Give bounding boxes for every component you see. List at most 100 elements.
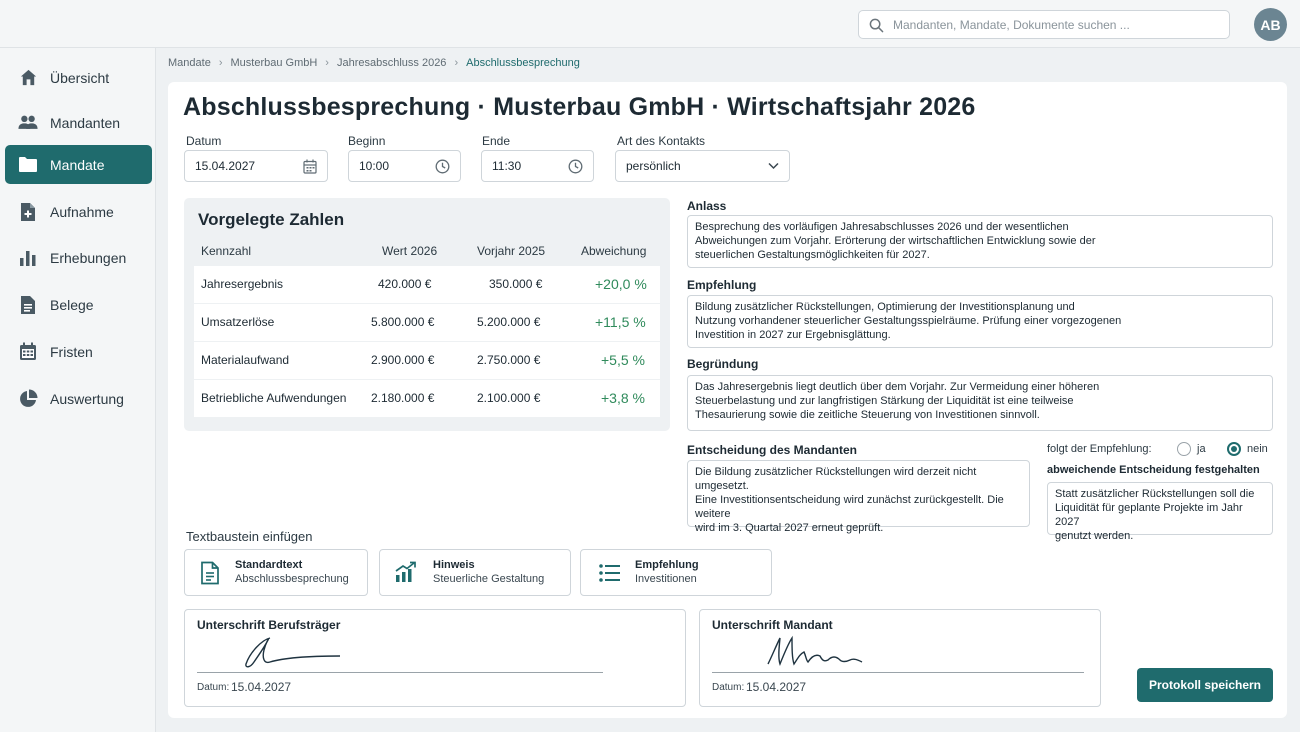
start-time-field[interactable]: 10:00	[348, 150, 461, 182]
calendar-icon[interactable]	[303, 159, 317, 174]
pie-chart-icon	[18, 389, 38, 409]
snippet-empfehlung-button[interactable]: Empfehlung Investitionen	[580, 549, 772, 596]
snippet-title: Empfehlung	[635, 559, 699, 571]
signature-date-label: Datum:	[197, 682, 230, 693]
radio-no-label: nein	[1247, 443, 1268, 455]
anlass-label: Anlass	[687, 199, 727, 213]
people-icon	[18, 113, 38, 133]
document-icon	[201, 561, 219, 585]
figure-value: 420.000 €	[378, 277, 432, 291]
sidebar-item-auswertung[interactable]: Auswertung	[5, 379, 152, 418]
sidebar-item-fristen[interactable]: Fristen	[5, 332, 152, 371]
figure-value: 2.180.000 €	[371, 391, 435, 405]
snippet-hinweis-button[interactable]: Hinweis Steuerliche Gestaltung	[379, 549, 571, 596]
sidebar-item-uebersicht[interactable]: Übersicht	[5, 58, 152, 97]
figure-deviation: +3,8 %	[601, 390, 645, 406]
figure-name: Jahresergebnis	[201, 277, 284, 291]
text-line: Nutzung vorhandener steuerlicher Gestalt…	[695, 315, 1122, 327]
clock-icon[interactable]	[568, 159, 583, 174]
text-line: Bildung zusätzlicher Rückstellungen, Opt…	[695, 301, 1075, 313]
sidebar-item-aufnahme[interactable]: Aufnahme	[5, 192, 152, 231]
table-row: Umsatzerlöse 5.800.000 € 5.200.000 € +11…	[194, 304, 660, 341]
text-line: Das Jahresergebnis liegt deutlich über d…	[695, 381, 1100, 393]
advisor-signature-box[interactable]: Unterschrift Berufsträger Datum: 15.04.2…	[184, 609, 686, 707]
text-line: Die Bildung zusätzlicher Rückstellungen …	[695, 466, 977, 492]
chevron-right-icon: ›	[325, 57, 329, 69]
signature-date-value: 15.04.2027	[231, 680, 292, 694]
sidebar-item-belege[interactable]: Belege	[5, 285, 152, 324]
sidebar-item-label: Fristen	[50, 343, 93, 360]
client-signature-box[interactable]: Unterschrift Mandant Datum: 15.04.2027	[699, 609, 1101, 707]
breadcrumb-link[interactable]: Jahresabschluss 2026	[336, 57, 447, 69]
figure-prev: 5.200.000 €	[477, 315, 541, 329]
deviating-label: abweichende Entscheidung festgehalten	[1047, 464, 1260, 476]
begruendung-textarea[interactable]: Das Jahresergebnis liegt deutlich über d…	[687, 375, 1273, 431]
contact-type-value: persönlich	[626, 159, 681, 173]
breadcrumb: Mandate › Musterbau GmbH › Jahresabschlu…	[168, 57, 580, 69]
page-title: Abschlussbesprechung · Musterbau GmbH · …	[183, 93, 976, 121]
list-icon	[599, 564, 620, 582]
save-protocol-button[interactable]: Protokoll speichern	[1137, 668, 1273, 702]
bar-chart-icon	[18, 248, 38, 268]
end-time-field[interactable]: 11:30	[481, 150, 594, 182]
text-line: Thesaurierung sowie die zeitliche Steuer…	[695, 409, 1040, 421]
top-bar: AB	[0, 0, 1300, 48]
column-header: Kennzahl	[201, 244, 252, 258]
sidebar: Übersicht Mandanten Mandate Aufnahme Erh…	[0, 48, 156, 732]
chevron-down-icon[interactable]	[768, 162, 779, 170]
signature-line	[197, 672, 603, 673]
sidebar-item-mandanten[interactable]: Mandanten	[5, 103, 152, 142]
follows-label: folgt der Empfehlung:	[1047, 443, 1152, 455]
figure-value: 2.900.000 €	[371, 353, 435, 367]
sidebar-item-erhebungen[interactable]: Erhebungen	[5, 238, 152, 277]
figures-title: Vorgelegte Zahlen	[198, 210, 345, 229]
text-line: wird im 3. Quartal 2027 erneut geprüft.	[695, 522, 884, 534]
text-line: Statt zusätzlicher Rückstellungen soll d…	[1055, 488, 1255, 500]
figure-value: 5.800.000 €	[371, 315, 435, 329]
radio-yes-label: ja	[1197, 443, 1206, 455]
anlass-textarea[interactable]: Besprechung des vorläufigen Jahresabschl…	[687, 215, 1273, 268]
sidebar-item-label: Aufnahme	[50, 203, 114, 220]
sidebar-item-label: Übersicht	[50, 69, 110, 86]
snippet-title: Standardtext	[235, 559, 303, 571]
snippet-standardtext-button[interactable]: Standardtext Abschlussbesprechung	[184, 549, 368, 596]
figure-deviation: +20,0 %	[595, 276, 647, 292]
figure-name: Materialaufwand	[201, 353, 290, 367]
radio-no[interactable]	[1227, 442, 1241, 456]
text-line: Investition in 2027 zur Ergebnisglättung…	[695, 329, 891, 341]
figure-prev: 350.000 €	[489, 277, 543, 291]
figure-prev: 2.100.000 €	[477, 391, 541, 405]
document-icon	[18, 295, 38, 315]
folder-icon	[18, 155, 38, 175]
column-header: Wert 2026	[382, 244, 438, 258]
snippets-label: Textbaustein einfügen	[186, 529, 313, 544]
search-input[interactable]	[893, 15, 1213, 35]
end-time-value: 11:30	[492, 159, 522, 173]
signature-date-value: 15.04.2027	[746, 680, 807, 694]
snippet-subtitle: Steuerliche Gestaltung	[433, 573, 545, 585]
client-signature-image	[767, 635, 863, 667]
clock-icon[interactable]	[435, 159, 450, 174]
avatar[interactable]: AB	[1254, 8, 1287, 41]
deviating-textarea[interactable]: Statt zusätzlicher Rückstellungen soll d…	[1047, 482, 1273, 542]
figure-name: Betriebliche Aufwendungen	[201, 391, 347, 405]
radio-yes[interactable]	[1177, 442, 1191, 456]
breadcrumb-link[interactable]: Musterbau GmbH	[230, 57, 318, 69]
file-add-icon	[18, 202, 38, 222]
sidebar-item-label: Erhebungen	[50, 249, 127, 266]
entscheidung-textarea[interactable]: Die Bildung zusätzlicher Rückstellungen …	[687, 460, 1030, 534]
empfehlung-textarea[interactable]: Bildung zusätzlicher Rückstellungen, Opt…	[687, 295, 1273, 348]
table-row: Betriebliche Aufwendungen 2.180.000 € 2.…	[194, 380, 660, 417]
figure-deviation: +5,5 %	[601, 352, 645, 368]
advisor-signature-label: Unterschrift Berufsträger	[197, 618, 341, 632]
end-label: Ende	[482, 134, 511, 148]
contact-type-select[interactable]: persönlich	[615, 150, 790, 182]
sidebar-item-mandate[interactable]: Mandate	[5, 145, 152, 184]
breadcrumb-current: Abschlussbesprechung	[466, 57, 580, 69]
sidebar-item-label: Belege	[50, 296, 94, 313]
date-label: Datum	[186, 134, 222, 148]
search-box[interactable]	[858, 10, 1230, 39]
date-field[interactable]: 15.04.2027	[184, 150, 328, 182]
empfehlung-label: Empfehlung	[687, 278, 757, 292]
breadcrumb-link[interactable]: Mandate	[168, 57, 211, 69]
